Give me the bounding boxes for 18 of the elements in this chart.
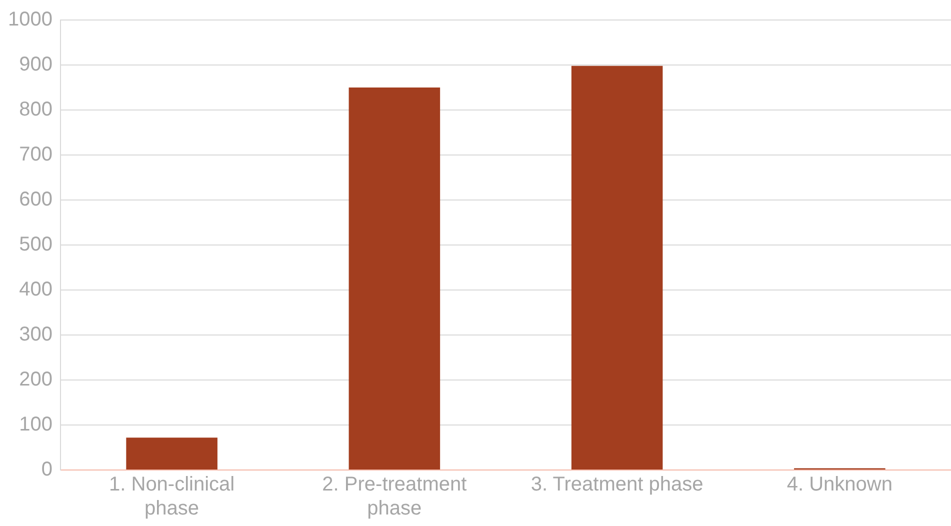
y-tick-label: 700 (19, 144, 52, 166)
y-tick-label: 0 (41, 458, 52, 481)
y-tick-label: 400 (19, 278, 52, 301)
y-tick-label: 500 (19, 234, 52, 256)
bar (571, 66, 663, 470)
y-tick-label: 300 (19, 324, 52, 346)
y-tick-label: 900 (19, 54, 52, 76)
y-tick-label: 800 (19, 98, 52, 121)
x-tick-label: 4. Unknown (786, 474, 892, 496)
y-tick-label: 600 (19, 188, 52, 211)
y-tick-label: 200 (19, 368, 52, 391)
bar (348, 88, 440, 470)
bar (126, 438, 218, 470)
x-tick-label: 2. Pre-treatment phase (322, 474, 468, 520)
y-tick-label: 1000 (8, 8, 52, 31)
y-tick-label: 100 (19, 414, 52, 436)
x-tick-label: 3. Treatment phase (530, 474, 704, 496)
x-tick-label: 1. Non-clinical phase (109, 474, 235, 520)
